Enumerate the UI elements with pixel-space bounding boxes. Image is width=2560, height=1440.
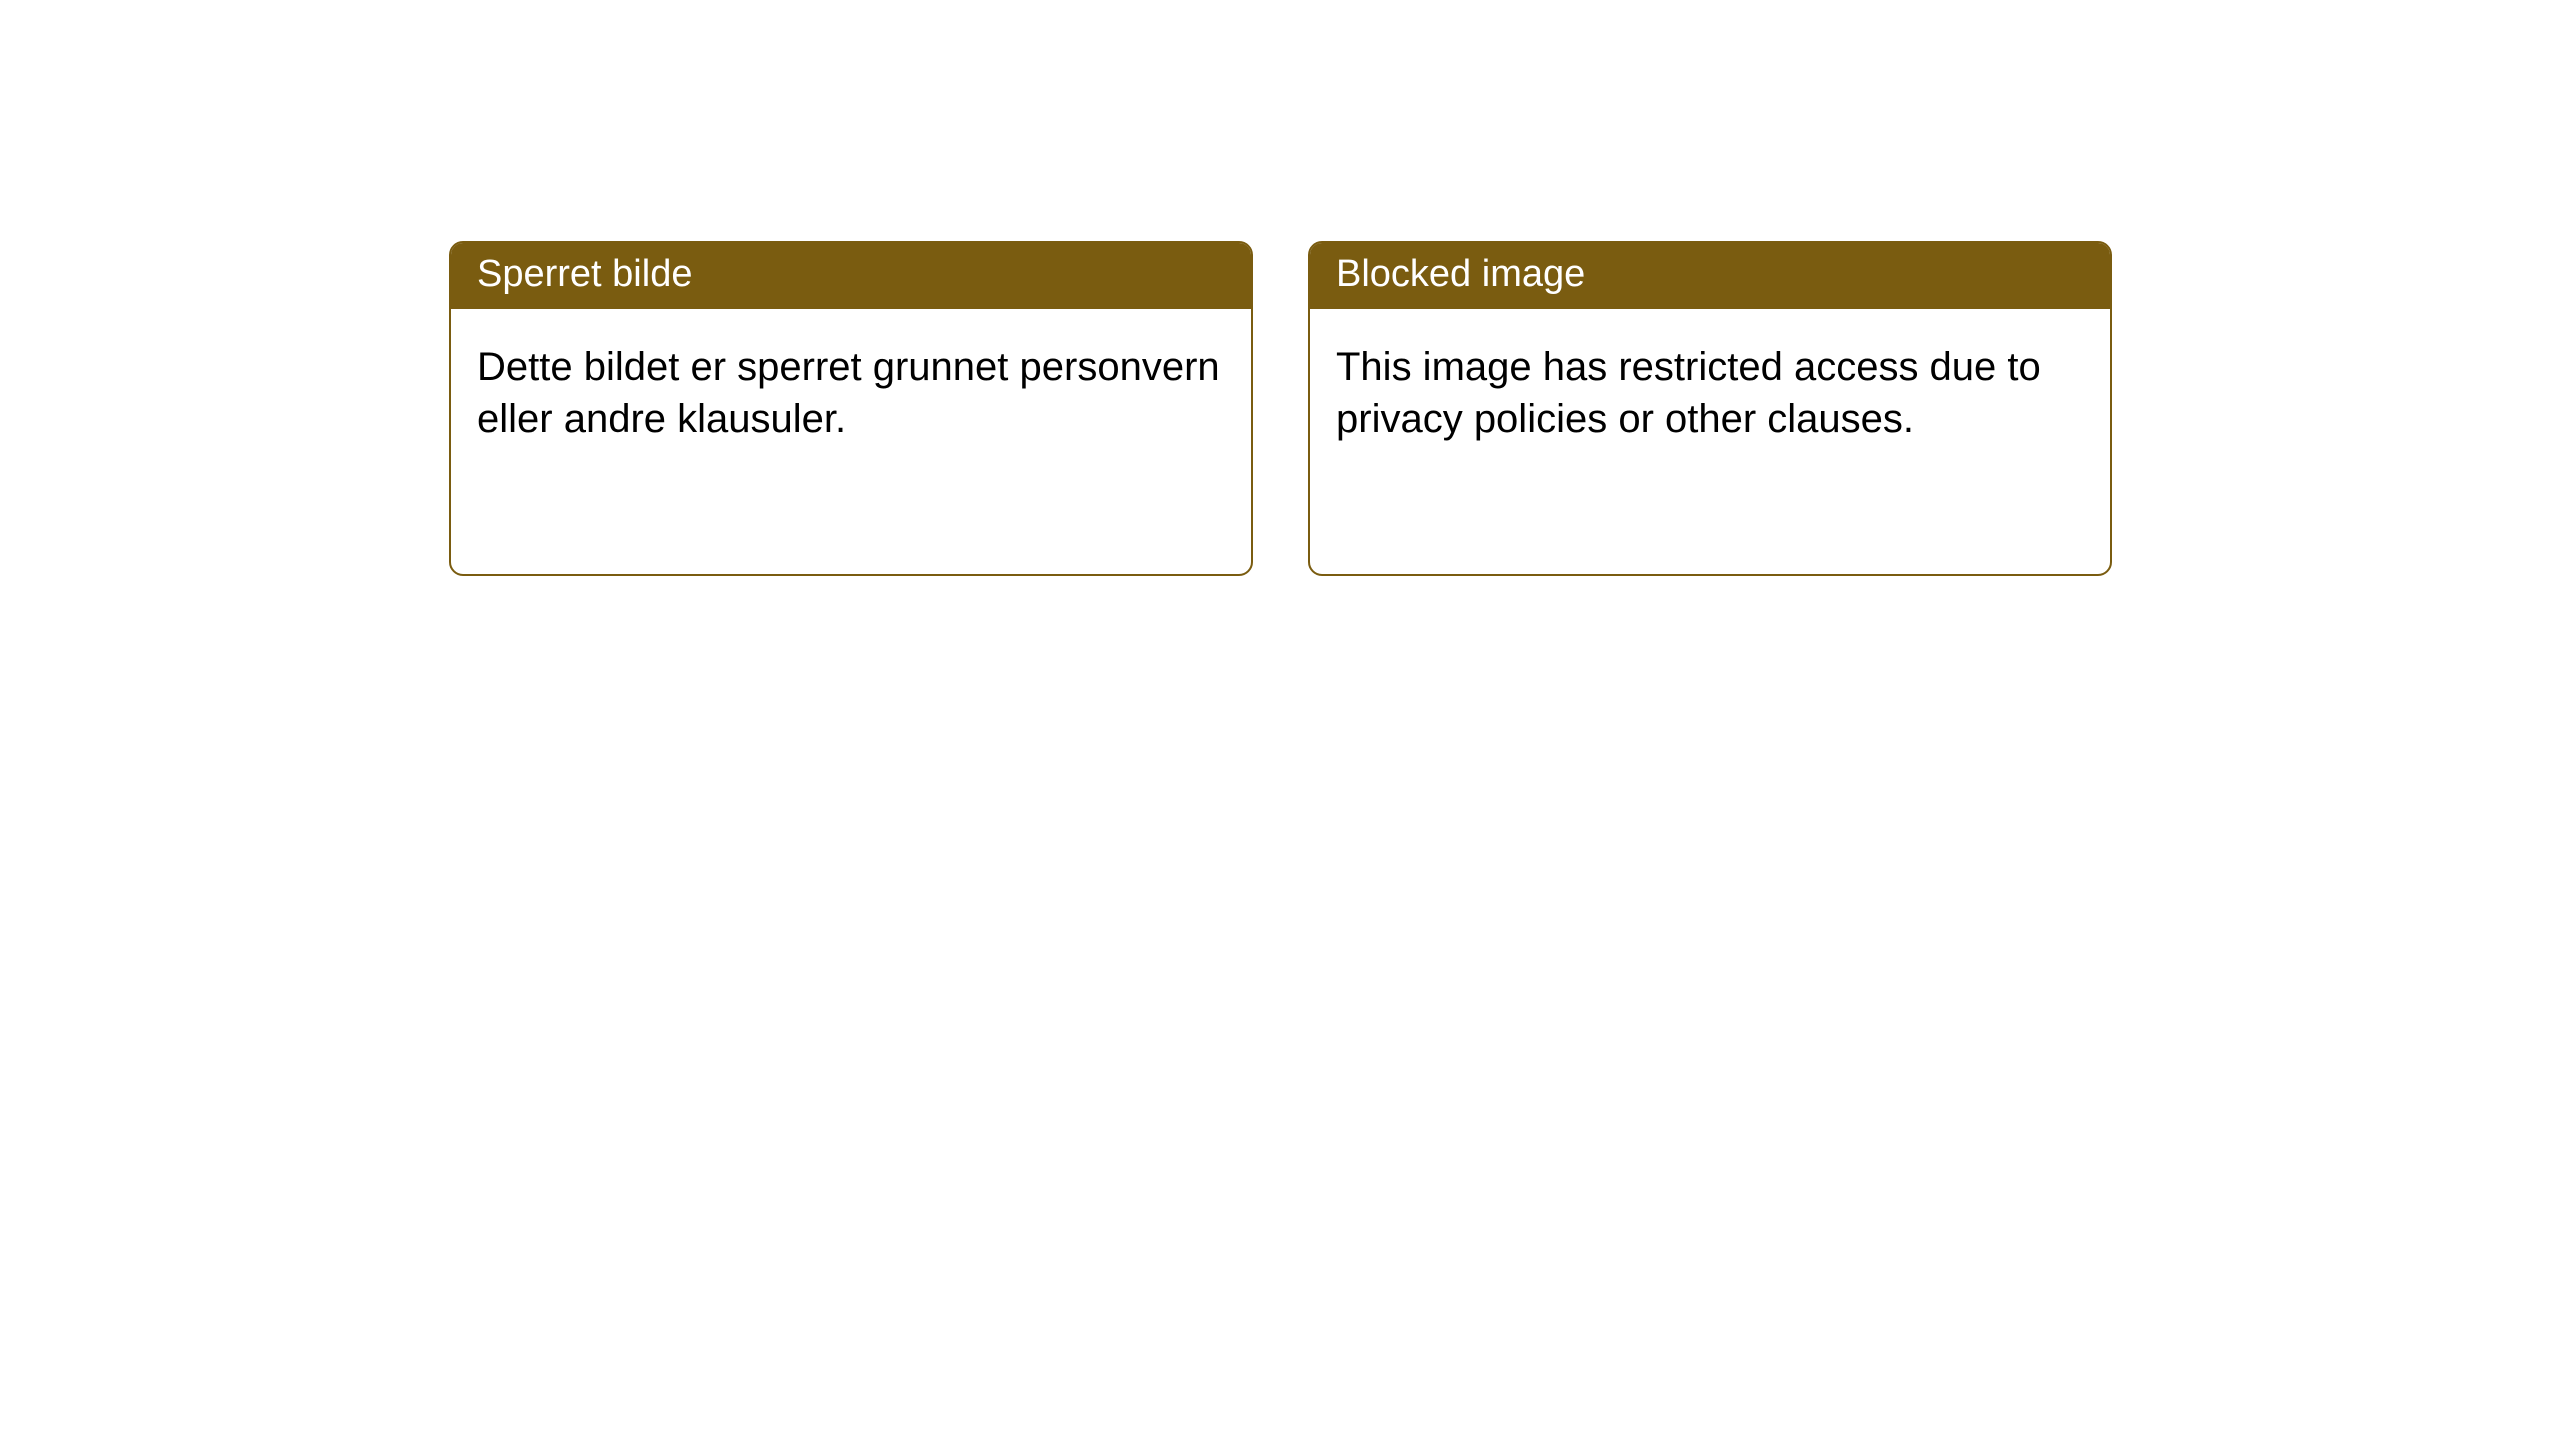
- notice-body: Dette bildet er sperret grunnet personve…: [451, 309, 1251, 477]
- notice-card-english: Blocked image This image has restricted …: [1308, 241, 2112, 576]
- notice-header: Sperret bilde: [451, 243, 1251, 309]
- notice-header: Blocked image: [1310, 243, 2110, 309]
- notice-body: This image has restricted access due to …: [1310, 309, 2110, 477]
- notice-card-norwegian: Sperret bilde Dette bildet er sperret gr…: [449, 241, 1253, 576]
- notice-container: Sperret bilde Dette bildet er sperret gr…: [0, 0, 2560, 576]
